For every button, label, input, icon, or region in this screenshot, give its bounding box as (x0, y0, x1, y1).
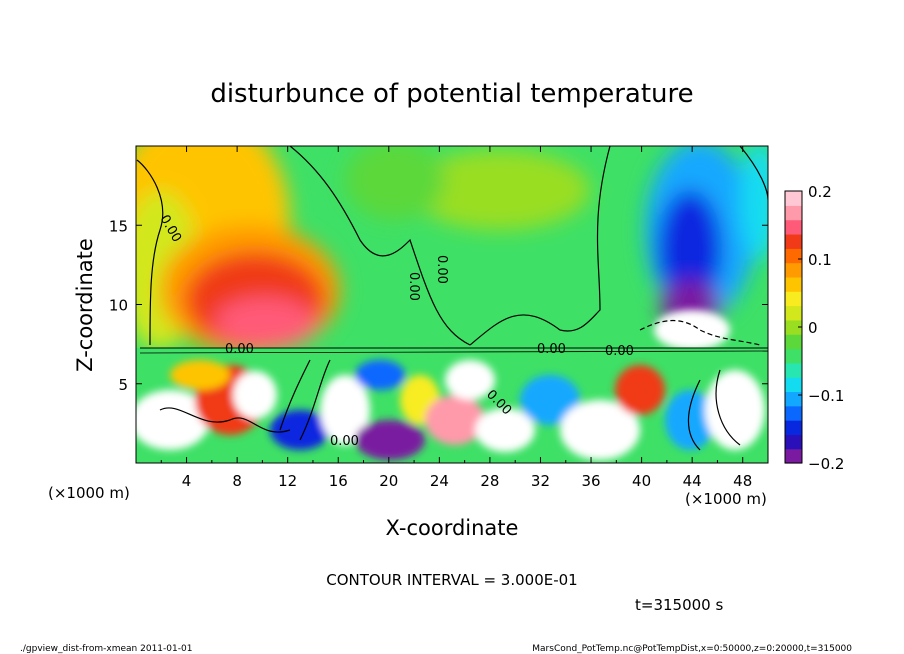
colorbar-band (785, 291, 802, 307)
x-tick-label: 44 (683, 472, 702, 490)
contour-labels: 0.00 0.00 0.00 0.00 0.00 0.00 0.00 0.00 (157, 213, 634, 450)
contour-label: 0.00 (537, 342, 566, 357)
colorbar-tick-label: 0 (808, 319, 818, 337)
colorbar-band (785, 391, 802, 407)
time-text: t=315000 s (635, 596, 723, 614)
colorbar-band (785, 334, 802, 350)
colorbar-band (785, 191, 802, 206)
x-unit-right: (×1000 m) (685, 490, 767, 508)
y-axis-label: Z-coordinate (73, 238, 97, 372)
colorbar-band (785, 405, 802, 421)
colorbar-band (785, 262, 802, 278)
x-tick-label: 16 (329, 472, 348, 490)
colorbar-ticks: 0.2 0.1 0 −0.1 −0.2 (798, 183, 844, 473)
x-axis: 4 8 12 16 20 24 28 32 36 40 44 48 (160, 146, 752, 490)
x-tick-label: 48 (733, 472, 752, 490)
colorbar-band (785, 448, 802, 464)
x-tick-label: 4 (182, 472, 192, 490)
contour-lines (136, 146, 768, 451)
contour-label: 0.00 (605, 344, 634, 359)
x-axis-label: X-coordinate (386, 516, 519, 540)
colorbar-band (785, 420, 802, 435)
x-tick-label: 28 (480, 472, 499, 490)
contour-label: 0.00 (225, 342, 254, 357)
colorbar-band (785, 276, 802, 292)
heatmap-field (136, 146, 768, 463)
x-tick-label: 20 (379, 472, 398, 490)
colorbar-tick-label: 0.2 (808, 183, 832, 201)
footer-left: ./gpview_dist-from-xmean 2011-01-01 (20, 644, 192, 654)
colorbar-tick-label: 0.1 (808, 251, 832, 269)
colorbar-tick-label: −0.2 (808, 455, 844, 473)
colorbar (785, 191, 802, 464)
contour-label: 0.00 (406, 272, 421, 301)
colorbar-band (785, 362, 802, 378)
contour-label: 0.00 (330, 434, 359, 449)
y-tick-label: 10 (109, 297, 128, 315)
colorbar-tick-label: −0.1 (808, 387, 844, 405)
colorbar-band (785, 305, 802, 321)
colorbar-band (785, 319, 802, 335)
y-tick-label: 15 (109, 217, 128, 235)
colorbar-band (785, 219, 802, 235)
y-axis: 5 10 15 (109, 217, 768, 394)
colorbar-band (785, 377, 802, 393)
y-tick-label: 5 (118, 376, 128, 394)
colorbar-band (785, 348, 802, 364)
contour-label: 0.00 (434, 255, 449, 284)
colorbar-band (785, 205, 802, 221)
colorbar-band (785, 434, 802, 450)
x-tick-label: 8 (232, 472, 242, 490)
contour-interval-text: CONTOUR INTERVAL = 3.000E-01 (326, 571, 577, 589)
colorbar-band (785, 233, 802, 249)
colorbar-band (785, 248, 802, 264)
footer-right: MarsCond_PotTemp.nc@PotTempDist,x=0:5000… (532, 644, 852, 654)
x-tick-label: 32 (531, 472, 550, 490)
x-tick-label: 24 (430, 472, 449, 490)
chart-title: disturbunce of potential temperature (210, 79, 693, 109)
x-tick-label: 40 (632, 472, 651, 490)
x-unit-left: (×1000 m) (48, 484, 130, 502)
x-tick-label: 36 (581, 472, 600, 490)
x-tick-label: 12 (278, 472, 297, 490)
